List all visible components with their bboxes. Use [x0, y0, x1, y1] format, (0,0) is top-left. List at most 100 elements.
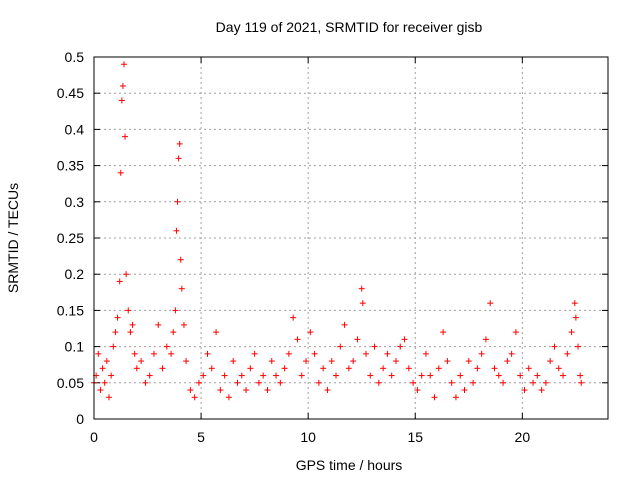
data-point [345, 365, 352, 372]
data-point [168, 350, 175, 357]
data-point [204, 350, 211, 357]
data-point [388, 372, 395, 379]
data-point [521, 387, 528, 394]
y-tick-label: 0.4 [65, 121, 85, 137]
data-point [221, 372, 228, 379]
data-point [97, 387, 104, 394]
data-point [195, 379, 202, 386]
data-point [138, 358, 145, 365]
data-point [555, 365, 562, 372]
data-point [234, 379, 241, 386]
data-point [176, 140, 183, 147]
data-point [362, 350, 369, 357]
x-tick-label: 15 [407, 429, 423, 445]
data-point [324, 387, 331, 394]
data-point [247, 365, 254, 372]
data-point [418, 372, 425, 379]
data-point [371, 343, 378, 350]
data-point [120, 61, 127, 68]
y-tick-label: 0.45 [57, 85, 84, 101]
data-point [225, 394, 232, 401]
data-point [414, 387, 421, 394]
data-point [491, 365, 498, 372]
data-point [354, 336, 361, 343]
data-point [487, 300, 494, 307]
data-point [285, 350, 292, 357]
data-point [264, 387, 271, 394]
data-point [125, 307, 132, 314]
y-tick-label: 0 [76, 411, 84, 427]
data-point [260, 372, 267, 379]
data-point [114, 314, 121, 321]
data-point [294, 336, 301, 343]
data-point [298, 372, 305, 379]
data-point [290, 314, 297, 321]
y-tick-label: 0.5 [65, 49, 85, 65]
data-point [359, 300, 366, 307]
data-point [440, 329, 447, 336]
data-point [575, 343, 582, 350]
data-point [512, 329, 519, 336]
x-tick-label: 5 [197, 429, 205, 445]
data-point [465, 358, 472, 365]
data-point [538, 387, 545, 394]
data-point [397, 343, 404, 350]
data-point [452, 394, 459, 401]
x-tick-label: 20 [515, 429, 531, 445]
y-tick-label: 0.25 [57, 230, 84, 246]
data-point [177, 256, 184, 263]
data-point [103, 358, 110, 365]
data-point [422, 350, 429, 357]
data-point [163, 343, 170, 350]
data-point [273, 372, 280, 379]
data-point [118, 97, 125, 104]
data-point [470, 379, 477, 386]
data-point [568, 329, 575, 336]
data-point [122, 133, 129, 140]
data-point [243, 387, 250, 394]
data-point [117, 169, 124, 176]
data-point [251, 350, 258, 357]
data-point [517, 372, 524, 379]
data-point [150, 350, 157, 357]
data-point [542, 379, 549, 386]
data-point [367, 372, 374, 379]
data-point [101, 379, 108, 386]
data-points [91, 61, 585, 401]
data-point [572, 314, 579, 321]
data-point [174, 198, 181, 205]
data-point [110, 343, 117, 350]
data-point [578, 379, 585, 386]
data-point [311, 350, 318, 357]
data-point [534, 372, 541, 379]
y-tick-label: 0.05 [57, 375, 84, 391]
data-point [337, 343, 344, 350]
y-tick-label: 0.2 [65, 266, 85, 282]
data-point [427, 372, 434, 379]
data-point [551, 343, 558, 350]
data-point [217, 387, 224, 394]
data-point [577, 372, 584, 379]
data-point [307, 329, 314, 336]
data-point [175, 155, 182, 162]
data-point [482, 336, 489, 343]
data-point [358, 285, 365, 292]
y-tick-label: 0.35 [57, 158, 84, 174]
data-point [375, 379, 382, 386]
data-point [268, 358, 275, 365]
data-point [431, 394, 438, 401]
data-point [173, 227, 180, 234]
data-point [127, 329, 134, 336]
data-point [474, 365, 481, 372]
data-point [504, 358, 511, 365]
y-tick-label: 0.1 [65, 339, 85, 355]
data-point [170, 329, 177, 336]
data-point [461, 387, 468, 394]
data-point [123, 271, 130, 278]
data-point [208, 365, 215, 372]
data-point [191, 394, 198, 401]
data-point [448, 379, 455, 386]
data-point [444, 358, 451, 365]
data-point [401, 336, 408, 343]
